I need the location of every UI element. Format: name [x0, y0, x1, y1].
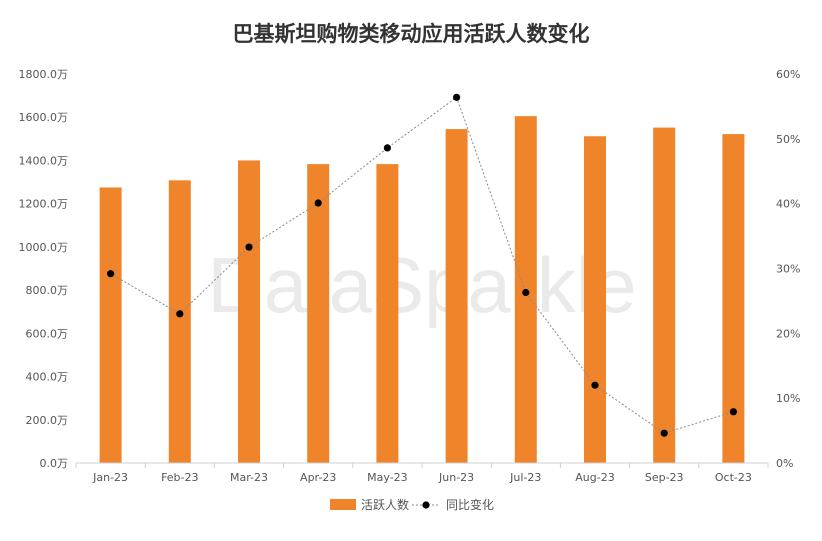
- bar: [238, 160, 260, 463]
- bar: [99, 187, 122, 464]
- x-tick-label: Jun-23: [438, 471, 474, 484]
- yoy-point: [245, 243, 253, 251]
- x-tick-label: Jul-23: [509, 471, 541, 484]
- y-left-tick-label: 1200.0万: [19, 198, 69, 211]
- x-tick-label: Jan-23: [92, 471, 128, 484]
- x-tick-label: Aug-23: [575, 471, 614, 484]
- y-right-tick-label: 40%: [776, 198, 800, 211]
- chart-title: 巴基斯坦购物类移动应用活跃人数变化: [232, 22, 590, 46]
- y-left-tick-label: 200.0万: [26, 414, 69, 427]
- yoy-point: [107, 270, 115, 278]
- legend-label-bar: 活跃人数: [361, 497, 409, 512]
- y-left-tick-label: 400.0万: [26, 371, 69, 384]
- x-tick-label: Feb-23: [161, 471, 198, 484]
- bar: [653, 127, 676, 464]
- yoy-point: [591, 381, 599, 389]
- bar: [584, 136, 606, 464]
- yoy-point: [314, 199, 322, 207]
- bar: [722, 134, 745, 463]
- legend-label-line: 同比变化: [446, 497, 494, 512]
- bar: [307, 164, 330, 463]
- yoy-point: [729, 408, 738, 416]
- y-left-tick-label: 1400.0万: [19, 154, 69, 167]
- y-left-tick-label: 600.0万: [26, 327, 69, 340]
- y-right-tick-label: 10%: [776, 392, 800, 405]
- bar: [168, 180, 191, 463]
- x-tick-label: Mar-23: [230, 471, 268, 484]
- y-right-tick-label: 20%: [776, 327, 800, 340]
- x-tick-label: Oct-23: [715, 471, 752, 484]
- legend-swatch-bar: [330, 499, 356, 510]
- x-tick-label: May-23: [367, 471, 408, 484]
- y-right-tick-label: 50%: [776, 133, 800, 146]
- bar: [445, 129, 468, 463]
- y-left-tick-label: 1000.0万: [19, 241, 69, 254]
- yoy-point: [522, 288, 530, 297]
- y-left-tick-label: 1800.0万: [19, 68, 69, 81]
- yoy-point: [176, 310, 184, 318]
- x-tick-label: Apr-23: [300, 471, 336, 484]
- y-right-tick-label: 30%: [776, 263, 800, 276]
- yoy-point: [660, 429, 668, 437]
- yoy-point: [453, 93, 461, 101]
- y-right-tick-label: 60%: [776, 68, 800, 81]
- yoy-line: [110, 96, 734, 434]
- y-right-tick-label: 0%: [776, 457, 793, 470]
- legend-swatch-point: [422, 501, 430, 509]
- watermark-text: DataSparkle: [207, 241, 636, 329]
- y-left-tick-label: 0.0万: [40, 457, 69, 470]
- y-left-tick-label: 800.0万: [26, 284, 69, 297]
- yoy-point: [383, 144, 391, 152]
- bar: [376, 164, 399, 463]
- x-tick-label: Sep-23: [645, 471, 684, 484]
- y-left-tick-label: 1600.0万: [19, 111, 69, 124]
